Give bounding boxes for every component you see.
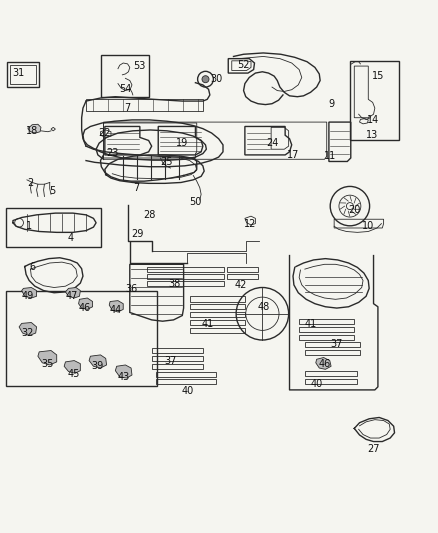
Text: 23: 23 [106,148,118,158]
Text: 40: 40 [181,386,194,396]
Text: 36: 36 [125,284,137,294]
Text: 22: 22 [99,128,111,138]
Text: 15: 15 [371,71,383,81]
Text: 53: 53 [133,61,146,71]
Text: 14: 14 [367,115,379,125]
Polygon shape [38,351,57,365]
Text: 4: 4 [67,233,74,243]
Text: 24: 24 [265,138,278,148]
Text: 37: 37 [330,340,342,350]
Text: 9: 9 [327,99,333,109]
Text: 52: 52 [237,60,249,70]
Bar [6,208,101,247]
Text: 1: 1 [26,221,32,231]
Text: 46: 46 [78,303,91,313]
Text: 28: 28 [143,210,155,220]
Text: 7: 7 [124,103,131,113]
Text: 50: 50 [189,197,201,207]
Text: 27: 27 [367,445,379,455]
Text: 44: 44 [109,305,121,315]
Polygon shape [28,124,41,133]
Text: 17: 17 [286,150,299,160]
Polygon shape [109,301,123,312]
Bar [86,99,203,111]
Polygon shape [115,365,132,378]
Text: 2: 2 [27,179,33,188]
Circle shape [201,76,208,83]
Text: 18: 18 [26,126,38,136]
Text: 10: 10 [361,221,374,231]
Text: 46: 46 [318,359,330,369]
Text: 30: 30 [209,74,222,84]
Text: 38: 38 [168,279,180,289]
Text: 29: 29 [131,229,143,239]
Text: 47: 47 [65,291,78,301]
Bar [11,65,35,84]
Polygon shape [315,358,330,369]
Text: 43: 43 [118,372,130,382]
Polygon shape [78,298,92,309]
Text: 5: 5 [49,186,55,196]
Text: 41: 41 [304,319,316,329]
Text: 31: 31 [12,68,24,78]
Text: 54: 54 [119,84,131,94]
Text: 7: 7 [133,183,139,193]
Polygon shape [89,355,106,368]
Text: 6: 6 [29,262,35,272]
Text: 19: 19 [176,138,188,148]
Text: 48: 48 [258,302,270,312]
Text: 13: 13 [365,130,377,140]
Text: 45: 45 [68,369,80,379]
Text: 40: 40 [310,379,322,389]
Text: 37: 37 [164,356,176,366]
Text: 32: 32 [21,328,34,338]
Bar [6,292,156,385]
Text: 12: 12 [244,219,256,229]
Text: 25: 25 [159,157,172,167]
Text: 42: 42 [234,280,246,290]
Polygon shape [65,287,80,298]
Polygon shape [21,287,36,298]
Bar [7,62,39,87]
Bar [101,55,149,96]
Polygon shape [64,361,80,373]
Bar [349,61,398,140]
Text: 49: 49 [21,291,34,301]
Polygon shape [19,322,36,336]
Text: 20: 20 [347,205,360,215]
Text: 39: 39 [92,361,104,372]
Text: 11: 11 [323,151,335,161]
Text: 41: 41 [201,319,213,329]
Text: 35: 35 [42,359,54,369]
